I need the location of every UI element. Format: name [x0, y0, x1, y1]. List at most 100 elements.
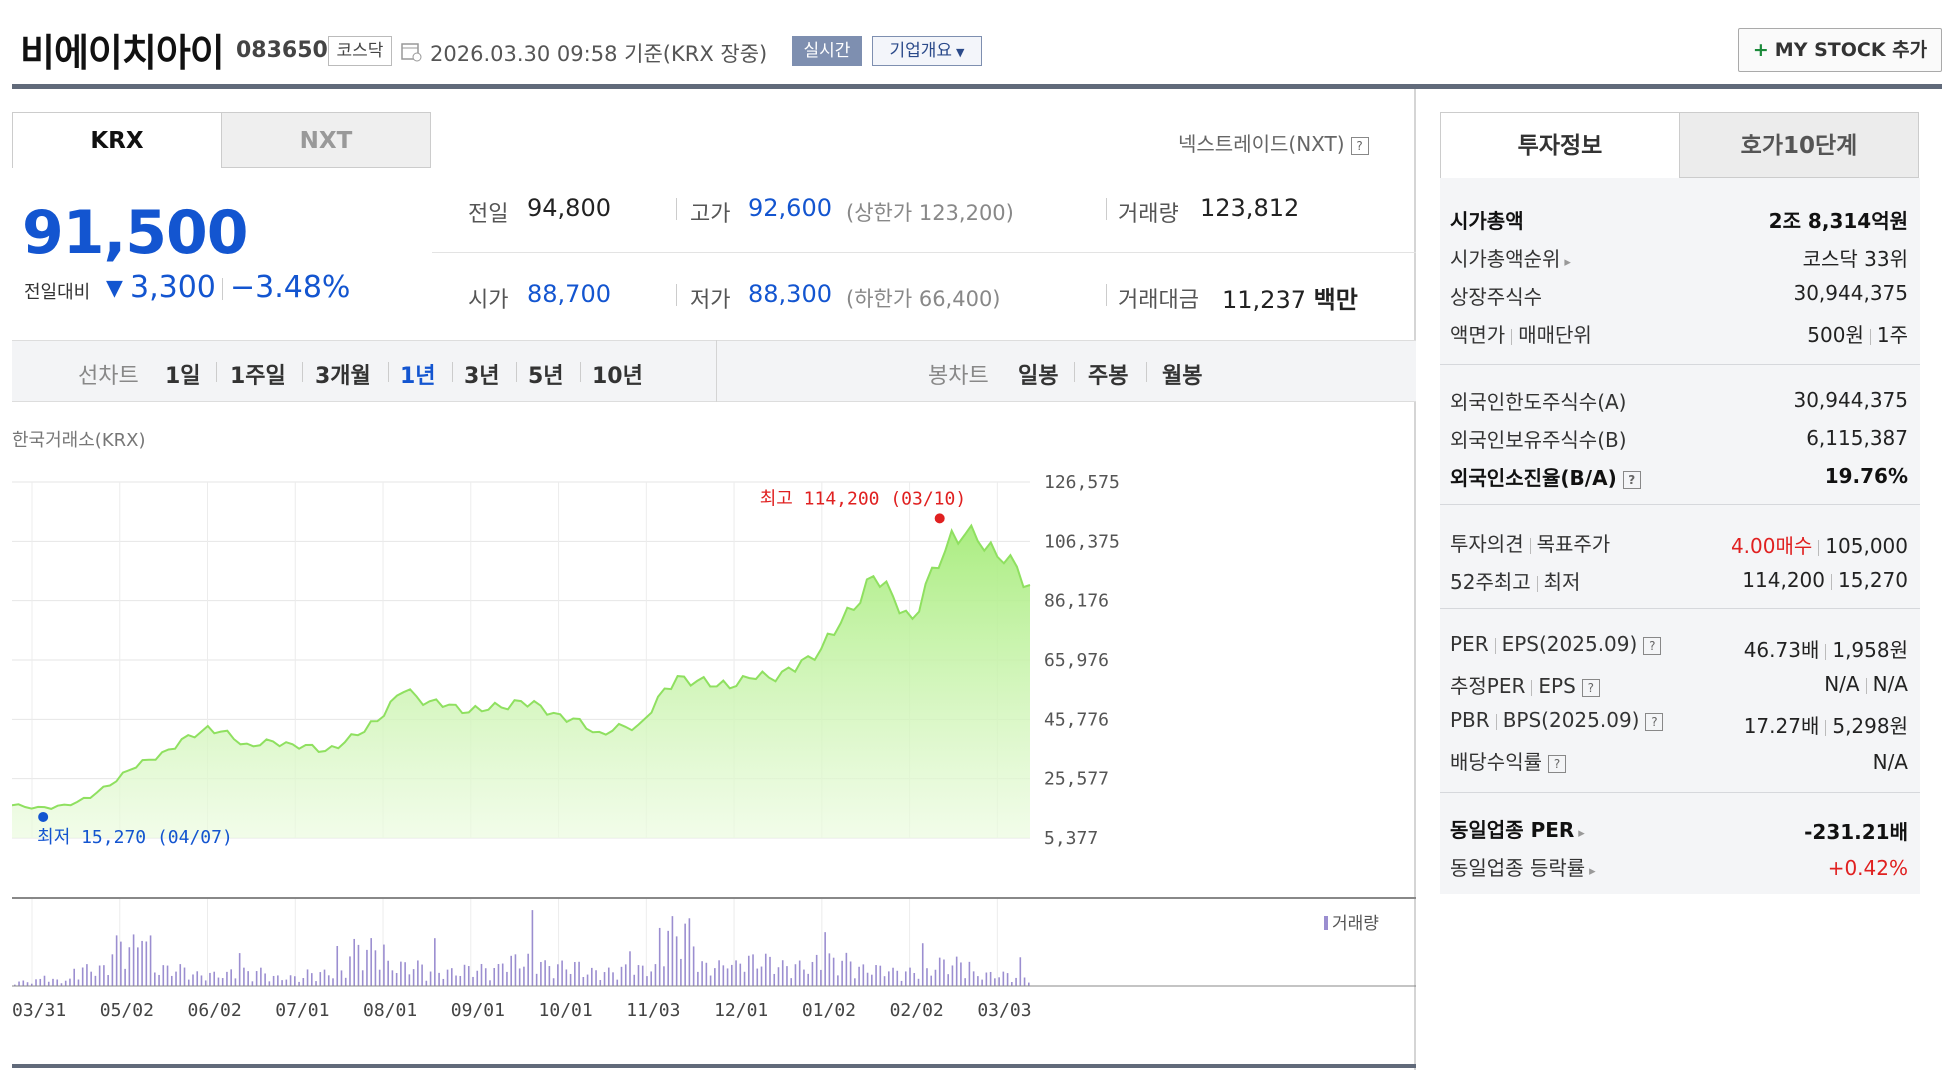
period-toolbar: [12, 340, 1416, 402]
volume-bar: [417, 960, 419, 986]
volume-bar: [264, 973, 266, 986]
candle-daily[interactable]: 일봉: [1018, 364, 1059, 389]
period-5y[interactable]: 5년: [528, 364, 564, 389]
volume-bar: [828, 953, 831, 986]
volume-bar: [985, 972, 988, 986]
volume-bar: [336, 945, 339, 986]
y-tick-label: 126,575: [1044, 472, 1120, 493]
volume-bar: [595, 970, 597, 986]
down-arrow-icon: ▼: [106, 276, 123, 301]
industry-rate-link[interactable]: 동일업종 등락률 ▸: [1450, 856, 1596, 880]
volume-bar: [879, 965, 882, 986]
help-icon[interactable]: ?: [1581, 678, 1600, 697]
period-3m[interactable]: 3개월: [315, 364, 371, 389]
bottom-divider: [12, 1064, 1416, 1068]
tab-krx[interactable]: KRX: [12, 112, 222, 168]
low-value: 88,300: [748, 280, 832, 308]
volume-bar: [408, 974, 411, 986]
x-tick-label: 07/01: [275, 1000, 329, 1021]
help-icon[interactable]: ?: [1350, 136, 1369, 155]
volume-bar: [124, 968, 126, 986]
volume-bar: [1006, 973, 1009, 986]
volume-bar: [302, 978, 305, 986]
exchange-label: 한국거래소(KRX): [12, 430, 146, 451]
price-chart[interactable]: 126,575 106,375 86,176 65,976 45,776 25,577 5,…: [12, 470, 1416, 1034]
volume-bar: [272, 975, 275, 986]
market-cap-rank-value: 코스닥 33위: [1802, 247, 1908, 271]
volume-bar: [183, 967, 186, 986]
period-1w[interactable]: 1주일: [230, 364, 286, 389]
price-line: [12, 523, 1031, 810]
tab-invest-info[interactable]: 투자정보: [1440, 112, 1680, 178]
volume-bar: [442, 978, 445, 986]
period-3y[interactable]: 3년: [464, 364, 500, 389]
divider: [1106, 198, 1107, 220]
chevron-right-icon: ▸: [1564, 255, 1571, 270]
high-value: 92,600: [748, 194, 832, 222]
help-icon[interactable]: ?: [1548, 754, 1566, 773]
volume-bar: [425, 980, 428, 986]
candle-monthly[interactable]: 월봉: [1162, 364, 1203, 389]
volume-bar: [243, 967, 245, 986]
volume-bar: [395, 973, 398, 986]
volume-bar: [476, 970, 479, 986]
volume-bar: [620, 966, 623, 986]
volume-bar: [773, 973, 776, 986]
market-cap-rank-link[interactable]: 시가총액순위 ▸: [1450, 247, 1571, 271]
realtime-button[interactable]: 실시간: [792, 36, 862, 66]
volume-bar: [591, 967, 593, 986]
period-1y[interactable]: 1년: [400, 364, 436, 389]
divider: [1074, 362, 1075, 382]
volume-bar: [383, 944, 385, 986]
volume-bar: [366, 949, 368, 986]
volume-bar: [964, 978, 966, 986]
volume-bar: [472, 976, 474, 986]
volume-bar: [22, 980, 25, 986]
volume-label: 거래량: [1118, 202, 1179, 227]
volume-bar: [629, 951, 631, 986]
high-label: 고가: [690, 202, 731, 227]
x-tick-label: 09/01: [451, 1000, 505, 1021]
industry-per-link[interactable]: 동일업종 PER ▸: [1450, 818, 1585, 842]
volume-bar: [404, 962, 406, 986]
volume-bar: [752, 954, 754, 986]
volume-bar: [434, 938, 436, 986]
company-overview-dropdown[interactable]: 기업개요 ▼: [872, 36, 982, 66]
volume-bar: [277, 975, 279, 986]
change-percent: −3.48%: [230, 270, 351, 305]
chevron-right-icon: ▸: [1578, 826, 1585, 841]
period-10y[interactable]: 10년: [592, 364, 643, 389]
volume-bar: [658, 927, 661, 986]
volume-bar: [586, 974, 589, 986]
volume-bar: [154, 972, 156, 986]
tab-order-book[interactable]: 호가10단계: [1679, 112, 1919, 178]
volume-bar: [209, 972, 211, 986]
volume-bar: [518, 968, 521, 986]
volume-bar: [896, 970, 899, 986]
tab-nxt[interactable]: NXT: [221, 112, 431, 168]
nxt-help-link[interactable]: 넥스트레이드(NXT)?: [1178, 128, 1369, 157]
volume-bar: [378, 969, 381, 986]
volume-bar: [56, 979, 59, 986]
add-my-stock-button[interactable]: + MY STOCK 추가: [1738, 28, 1942, 72]
volume-bar: [26, 982, 29, 986]
volume-bar: [238, 953, 241, 986]
volume-bar: [548, 966, 551, 986]
help-icon[interactable]: ?: [1622, 470, 1641, 489]
help-icon[interactable]: ?: [1645, 712, 1664, 731]
divider: [388, 362, 389, 382]
volume-bar: [14, 984, 16, 986]
divider: [1440, 364, 1920, 365]
candle-weekly[interactable]: 주봉: [1088, 364, 1129, 389]
volume-bar: [968, 961, 971, 986]
volume-bar: [616, 979, 619, 986]
help-icon[interactable]: ?: [1643, 636, 1662, 655]
market-cap-label: 시가총액: [1450, 209, 1524, 233]
foreign-ratio-value: 19.76%: [1824, 464, 1908, 488]
volume-bar: [607, 967, 610, 986]
volume-bar: [731, 964, 733, 986]
x-tick-label: 06/02: [188, 1000, 242, 1021]
volume-bar: [900, 980, 903, 986]
volume-bar: [887, 971, 890, 986]
period-1d[interactable]: 1일: [165, 364, 201, 389]
